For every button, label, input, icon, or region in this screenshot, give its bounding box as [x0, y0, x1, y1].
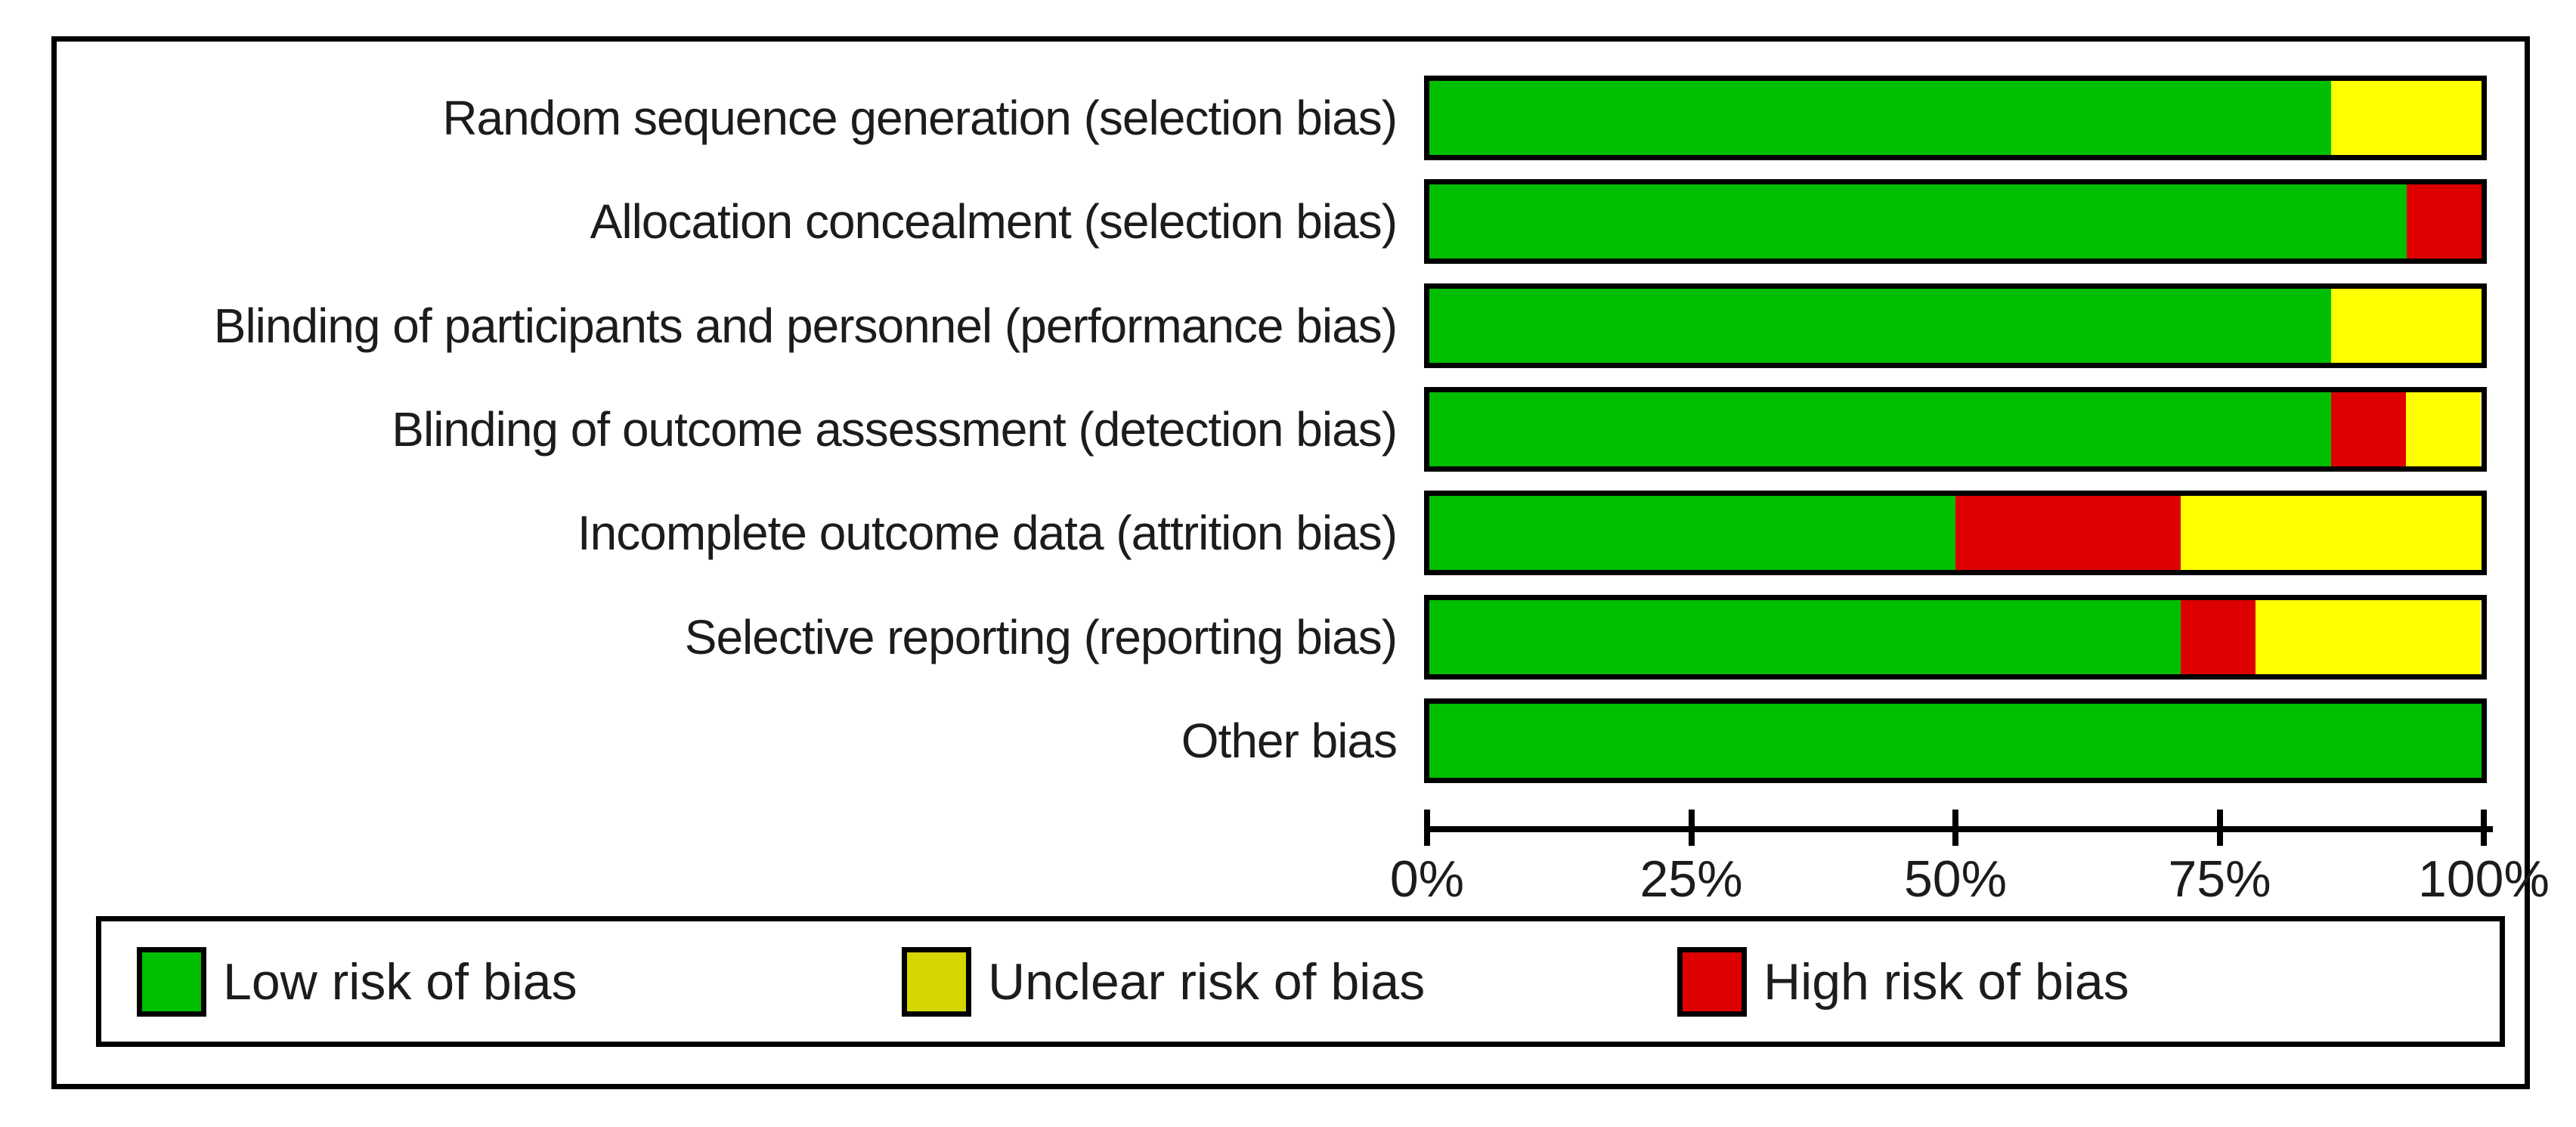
axis-tick-label: 100% [2418, 850, 2550, 908]
bar-segment-high [2180, 600, 2256, 674]
legend-swatch-unclear [902, 946, 971, 1017]
axis-tick-label: 25% [1639, 850, 1743, 908]
bar-segment-high [2407, 184, 2482, 259]
legend-swatch-low [137, 946, 206, 1017]
bar-row [1424, 698, 2487, 783]
bar-row [1424, 283, 2487, 368]
legend-label: Unclear risk of bias [988, 952, 1426, 1011]
bar-row [1424, 595, 2487, 680]
bar-row [1424, 491, 2487, 575]
bar-segment-low [1429, 184, 2407, 259]
legend-item: Unclear risk of bias [902, 946, 1426, 1017]
bar-segment-high [1955, 496, 2181, 570]
legend-item: High risk of bias [1677, 946, 2129, 1017]
legend: Low risk of bias Unclear risk of bias High… [96, 916, 2505, 1047]
axis-tick [1688, 810, 1695, 846]
row-label: Other bias [1181, 714, 1398, 768]
bar-segment-unclear [2330, 289, 2482, 363]
bar-row [1424, 387, 2487, 472]
bar-segment-low [1429, 81, 2331, 155]
bar-segment-low [1429, 392, 2331, 466]
axis-tick [2481, 810, 2487, 846]
row-label: Random sequence generation (selection bi… [442, 91, 1398, 145]
bar-segment-unclear [2405, 392, 2481, 466]
row-label: Allocation concealment (selection bias) [590, 194, 1398, 249]
row-label: Blinding of outcome assessment (detectio… [392, 402, 1398, 457]
axis-line [1424, 826, 2493, 832]
axis-tick [1952, 810, 1958, 846]
bar-segment-unclear [2330, 81, 2482, 155]
bar-segment-low [1429, 289, 2331, 363]
bar-segment-unclear [2180, 496, 2482, 570]
axis-tick-label: 75% [2168, 850, 2271, 908]
legend-label: Low risk of bias [223, 952, 577, 1011]
legend-swatch-high [1677, 946, 1747, 1017]
bar-segment-high [2330, 392, 2406, 466]
axis-tick-label: 0% [1389, 850, 1465, 908]
bar-segment-low [1429, 600, 2181, 674]
bar-row [1424, 76, 2487, 160]
bar-segment-low [1429, 704, 2482, 778]
axis-tick-label: 50% [1903, 850, 2008, 908]
legend-label: High risk of bias [1763, 952, 2129, 1011]
axis-tick [2216, 810, 2223, 846]
figure-frame: Random sequence generation (selection bi… [51, 36, 2550, 1089]
bar-row [1424, 179, 2487, 264]
row-label: Incomplete outcome data (attrition bias) [577, 506, 1398, 560]
row-label: Selective reporting (reporting bias) [684, 610, 1398, 664]
bar-segment-unclear [2255, 600, 2481, 674]
legend-item: Low risk of bias [137, 946, 577, 1017]
row-label: Blinding of participants and personnel (… [213, 299, 1398, 353]
bar-segment-low [1429, 496, 1955, 570]
axis-tick [1424, 810, 1430, 846]
